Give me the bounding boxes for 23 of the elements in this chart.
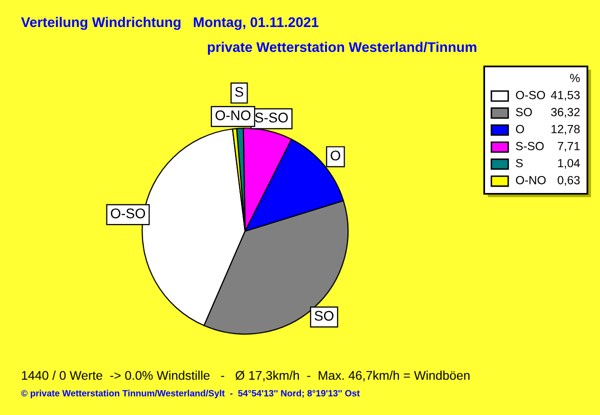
data-label: 36,32 (551, 108, 580, 118)
slice-label: S-SO (255, 112, 288, 123)
legend-label: SO (516, 108, 532, 116)
data-label: 1,04 (558, 158, 580, 169)
slice-label: O (330, 150, 340, 160)
chart-subtitle: private Wetterstation Westerland/Tinnum (208, 42, 476, 55)
data-label: 41,53 (550, 90, 580, 101)
data-label: 12,78 (552, 124, 580, 135)
data-label: 0,63 (558, 176, 580, 186)
legend-label: O-SO (516, 90, 546, 100)
legend-label: S (516, 158, 523, 168)
text: © private Wetterstation Tinnum/Westerland/Sylt - 54°54'13'' Nord; 8°19'13'' Ost (21, 390, 360, 398)
slice-label: S (235, 86, 244, 97)
text: 1440 / 0 Werte -> 0.0% Windstille - Ø 17,3km/h - Max. 46,7km/h = Windböen (22, 370, 470, 382)
legend-label: O (516, 124, 524, 134)
chart-title: Verteilung Windrichtung Montag, 01.11.2021 (21, 16, 318, 30)
legend-title: % (570, 74, 580, 82)
slice-label: SO (314, 310, 334, 321)
data-label: 7,71 (558, 142, 580, 152)
slice-label: O-NO (216, 110, 250, 120)
legend-label: S-SO (516, 142, 544, 150)
legend-label: O-NO (516, 176, 546, 184)
slice-label: O-SO (110, 208, 146, 218)
